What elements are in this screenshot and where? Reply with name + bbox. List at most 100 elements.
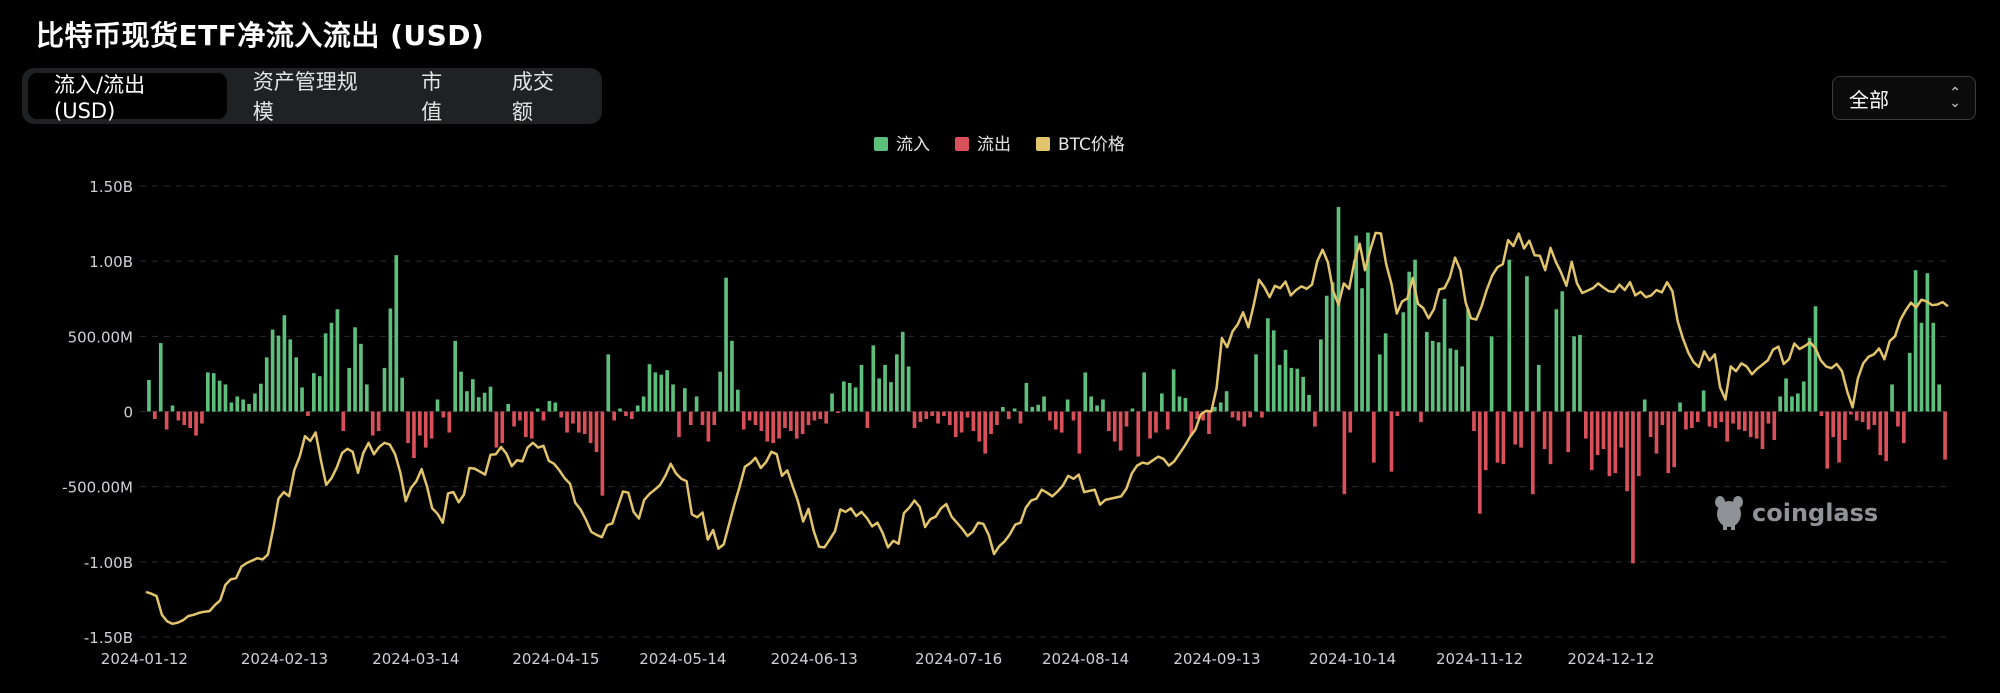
flow-bar xyxy=(1854,411,1859,421)
flow-bar xyxy=(983,411,987,454)
flow-bar xyxy=(1107,411,1111,432)
flow-bar xyxy=(1354,235,1358,412)
flow-bar xyxy=(1672,411,1676,468)
flow-bar xyxy=(1884,411,1888,462)
flow-bar xyxy=(806,411,811,426)
flow-bar xyxy=(1684,411,1688,430)
flow-bar xyxy=(1207,411,1211,435)
flow-bar xyxy=(235,396,240,412)
flow-bar xyxy=(859,364,864,412)
flow-bar xyxy=(500,411,505,444)
flow-bar xyxy=(1866,411,1871,430)
flow-bar xyxy=(1277,364,1282,412)
flow-bar xyxy=(1124,411,1129,427)
flow-bar xyxy=(1513,411,1517,445)
flow-bar xyxy=(394,255,399,412)
flow-bar xyxy=(1319,339,1323,412)
flow-bar xyxy=(1572,336,1576,412)
flow-bar xyxy=(1401,312,1406,412)
flow-bar xyxy=(1012,408,1017,412)
flow-bar xyxy=(1148,411,1152,439)
flow-bar xyxy=(1778,396,1782,412)
flow-bar xyxy=(759,411,764,432)
x-tick-label: 2024-02-13 xyxy=(241,650,328,668)
flow-bar xyxy=(1383,333,1388,412)
flow-bar xyxy=(335,309,340,412)
flow-bar xyxy=(842,381,846,412)
y-tick-label: -1.50B xyxy=(84,629,133,647)
flow-bar xyxy=(1813,306,1818,412)
flow-bar xyxy=(194,411,198,436)
flow-bar xyxy=(1248,411,1252,418)
flow-bar xyxy=(1860,411,1865,423)
tab-market-cap[interactable]: 市值 xyxy=(421,70,443,124)
y-tick-label: -500.00M xyxy=(62,479,133,497)
flow-bar xyxy=(1937,384,1941,412)
flow-bar xyxy=(1478,411,1482,514)
flow-bar xyxy=(1701,390,1706,412)
flow-bar xyxy=(1790,396,1794,412)
tab-aum[interactable]: 资产管理规模 xyxy=(252,70,358,124)
metric-tabs: 流入/流出 (USD) 资产管理规模 市值 成交额 xyxy=(22,68,602,124)
flow-bar xyxy=(429,411,434,439)
flow-bar xyxy=(1501,411,1506,465)
flow-bar xyxy=(724,277,728,412)
flow-bar xyxy=(594,411,599,453)
flow-bar xyxy=(1837,411,1841,463)
flow-bar xyxy=(665,370,669,412)
flow-bar xyxy=(1595,411,1600,456)
flow-bar xyxy=(730,340,734,412)
x-tick-label: 2024-05-14 xyxy=(639,650,726,668)
y-tick-label: 1.50B xyxy=(89,178,133,196)
tab-volume[interactable]: 成交额 xyxy=(511,70,554,124)
flow-bar xyxy=(147,379,151,412)
flow-bar xyxy=(789,411,793,432)
flow-bar xyxy=(400,377,404,412)
flow-bar xyxy=(1177,396,1182,412)
flow-bar xyxy=(535,408,540,412)
flow-bar xyxy=(624,411,628,417)
flow-bar xyxy=(953,411,958,438)
flow-bar xyxy=(488,386,493,412)
flow-bar xyxy=(300,387,304,412)
flow-bar xyxy=(1336,207,1341,412)
flow-bar xyxy=(1548,411,1553,465)
watermark-text: coinglass xyxy=(1752,499,1879,527)
flow-bar xyxy=(524,411,528,438)
x-tick-label: 2024-07-16 xyxy=(915,650,1002,668)
flow-bar xyxy=(158,343,163,412)
flow-bar xyxy=(1018,411,1023,424)
flow-bar xyxy=(1678,402,1682,412)
flow-bar xyxy=(612,411,616,421)
flow-bar xyxy=(423,411,428,448)
flow-bar xyxy=(418,411,422,436)
flow-bar xyxy=(388,308,393,412)
flow-bar xyxy=(700,411,705,426)
flow-bar xyxy=(606,354,611,412)
flow-bar xyxy=(900,331,905,412)
x-tick-label: 2024-11-12 xyxy=(1436,650,1523,668)
flow-bar xyxy=(1195,411,1199,420)
flow-bar xyxy=(1024,382,1029,412)
flow-bar xyxy=(323,333,328,412)
flow-bar xyxy=(1260,411,1264,418)
coinglass-logo-icon xyxy=(1715,496,1743,530)
flow-bar xyxy=(453,340,457,412)
flow-bar xyxy=(1578,334,1582,412)
flow-bar xyxy=(1372,411,1376,463)
flow-bar xyxy=(1784,378,1788,412)
flow-bar xyxy=(229,402,234,412)
flow-bar xyxy=(1943,411,1947,460)
flow-bar xyxy=(1224,391,1229,412)
x-tick-label: 2024-10-14 xyxy=(1309,650,1396,668)
flow-bar xyxy=(877,378,881,412)
flow-bar xyxy=(853,387,858,412)
range-select[interactable]: 全部 ⌃ ⌄ xyxy=(1832,76,1976,120)
flow-bar xyxy=(1737,411,1741,430)
flow-bar xyxy=(1442,298,1447,412)
flow-bar xyxy=(476,397,481,412)
flow-bar xyxy=(1690,411,1694,429)
flow-bar xyxy=(1519,411,1523,448)
flow-bar xyxy=(435,399,440,412)
flow-bar xyxy=(1283,349,1288,412)
